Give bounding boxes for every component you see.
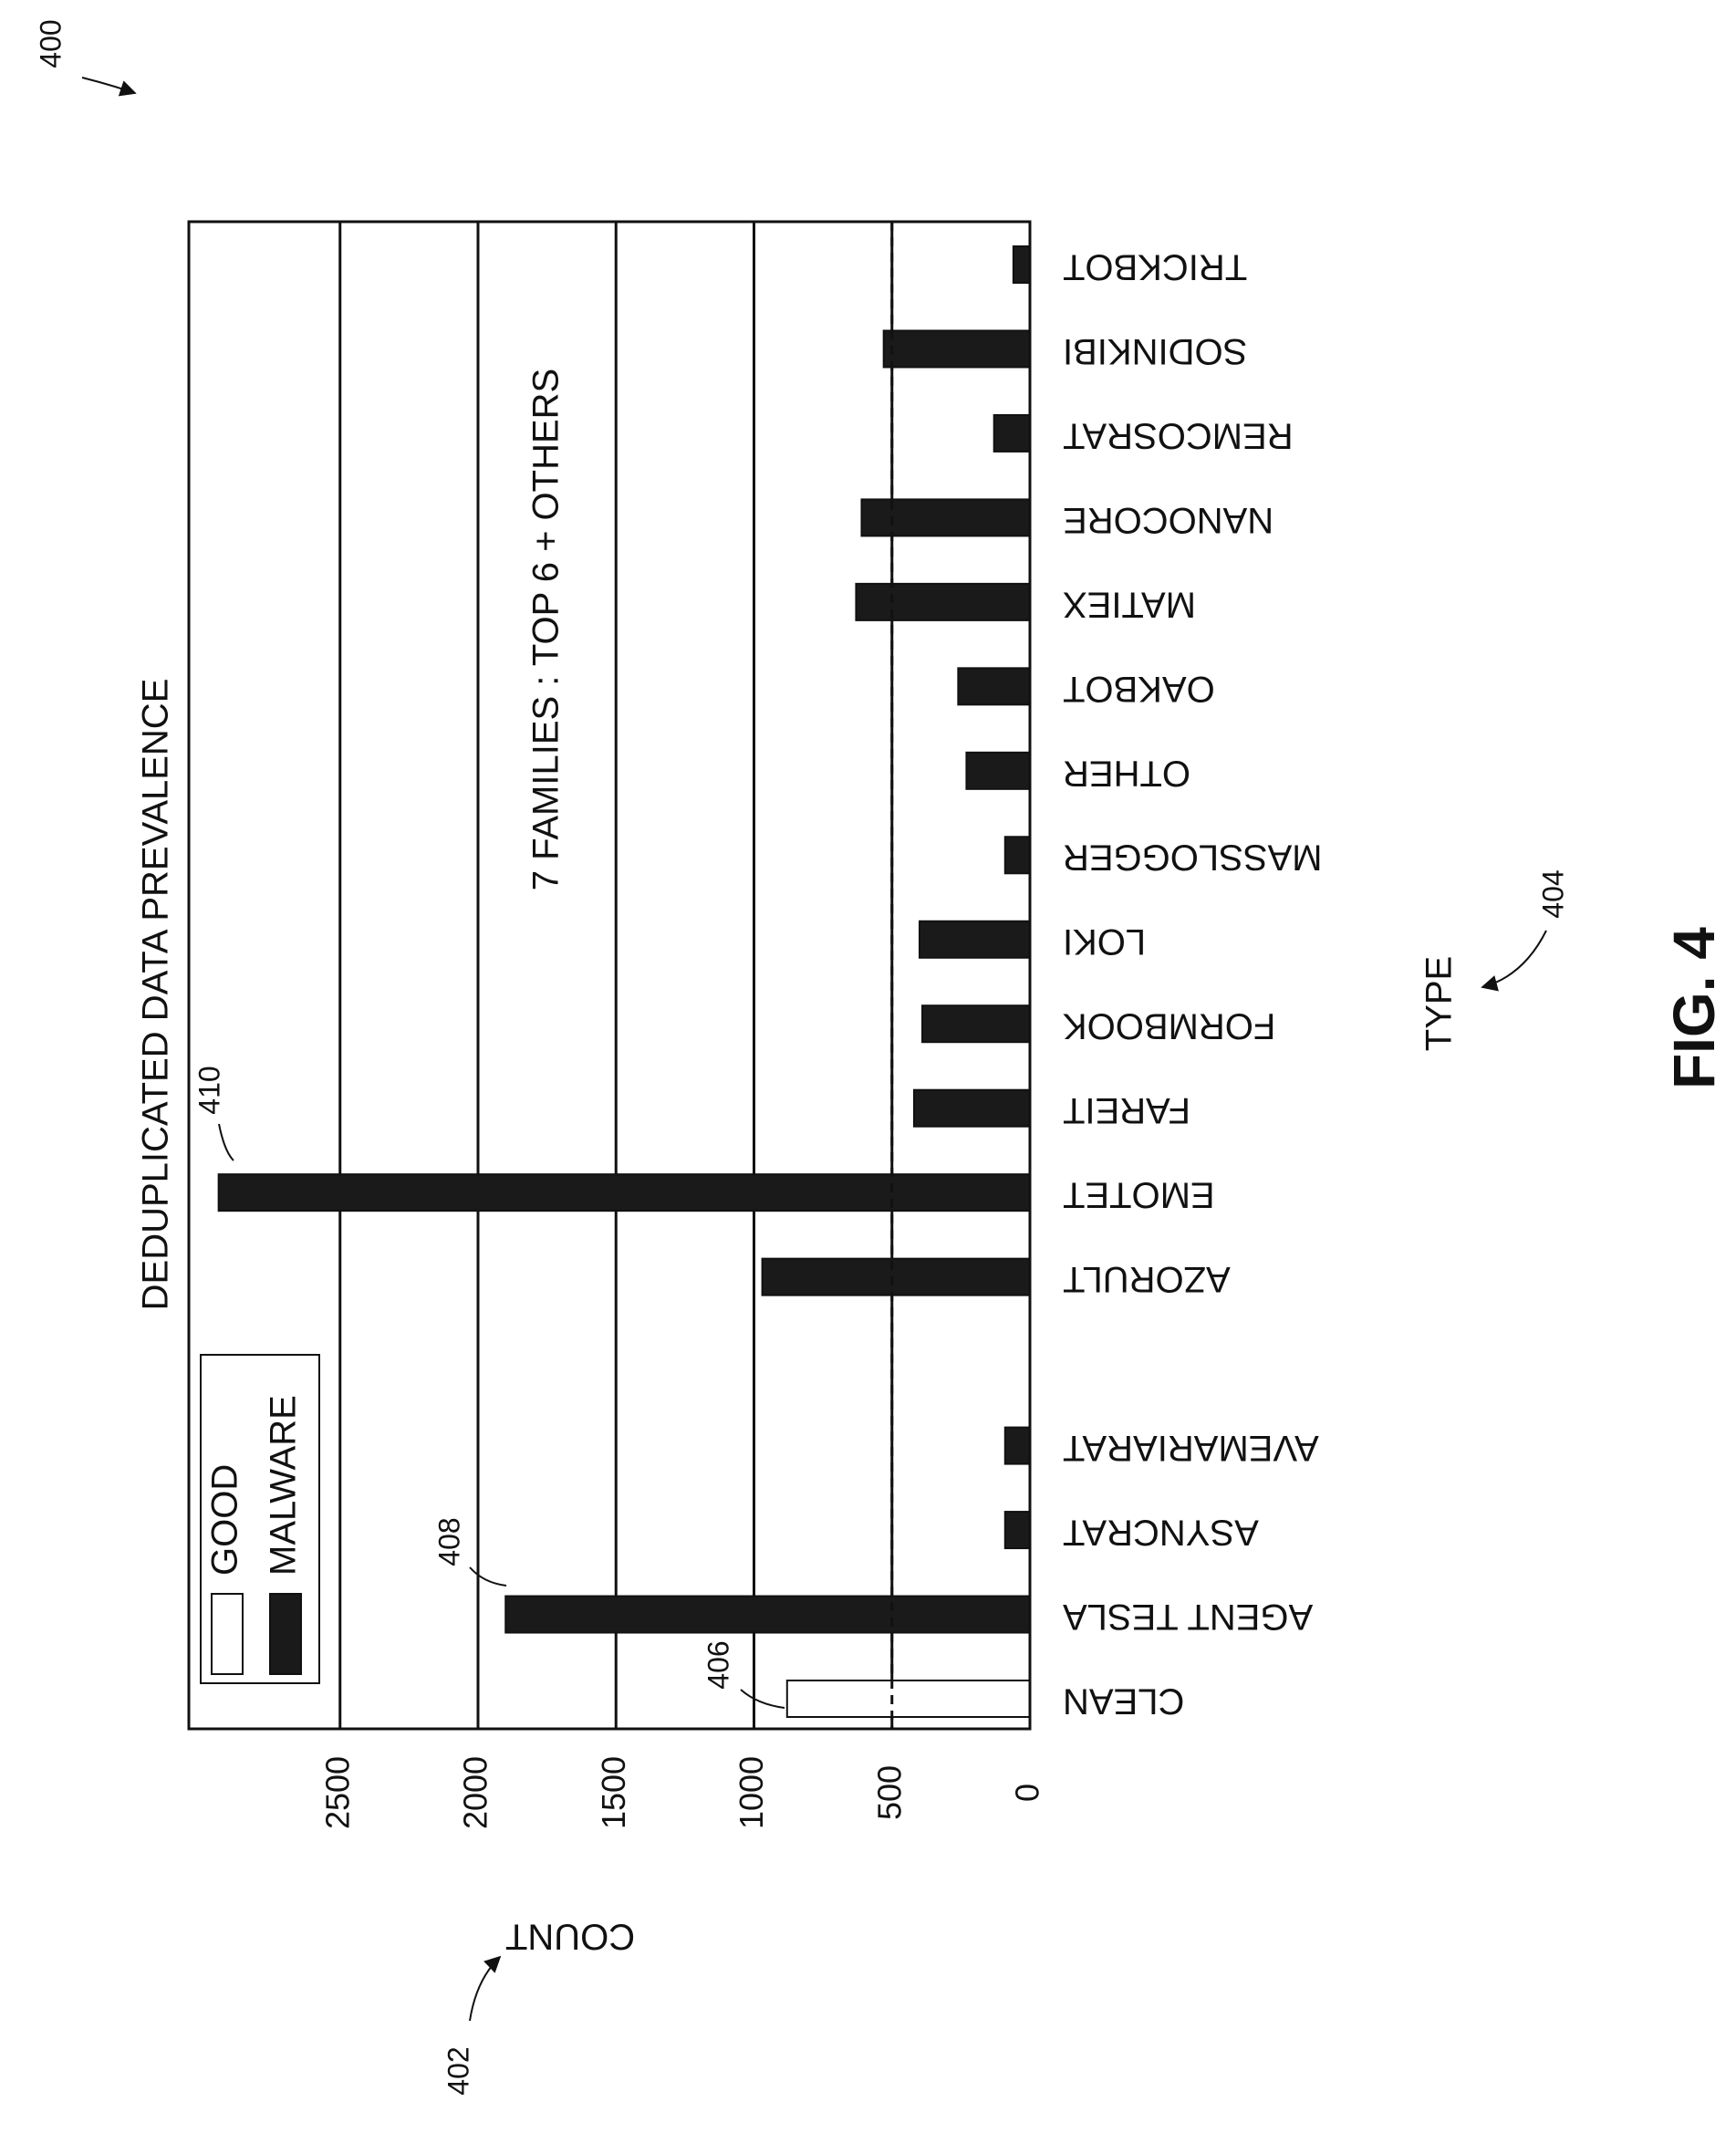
bar-asyncrat-malware [1003,1511,1032,1550]
ref-leader-emotet-bar [218,1123,234,1161]
legend-swatch-malware [269,1593,302,1675]
category-label-emotet: EMOTET [1063,1175,1215,1215]
category-label-nanocore: NANOCORE [1063,500,1273,540]
ref-number-agent-tesla-bar: 408 [432,1517,465,1566]
figure-ref-arrow [81,77,137,97]
category-label-masslogger: MASSLOGGER [1063,838,1323,878]
bar-agent-tesla-malware [504,1595,1031,1634]
y-tick-label: 2000 [457,1756,494,1829]
legend-label-good: GOOD [205,1464,245,1576]
category-label-sodinkibi: SODINKIBI [1063,331,1247,371]
category-label-loki: LOKI [1063,921,1146,962]
figure-label: FIG. 4 [1661,927,1727,1089]
bar-oakbot-malware [957,667,1031,706]
bar-emotet-malware [217,1173,1031,1212]
ref-number-clean-bar: 406 [702,1640,734,1689]
category-label-avemariarat: AVEMARIARAT [1063,1428,1319,1468]
category-label-formbook: FORMBOOK [1063,1006,1276,1046]
y-tick-label: 1000 [733,1756,770,1829]
gridlines [338,222,894,1729]
bar-sodinkibi-malware [882,329,1031,369]
bar-matiex-malware [855,582,1031,621]
ref-leader-clean-bar [740,1689,785,1709]
bar-trickbot-malware [1012,245,1031,284]
category-label-oakbot: OAKBOT [1063,669,1215,709]
category-label-fareit: FAREIT [1063,1090,1190,1130]
category-label-remcosrat: REMCOSRAT [1063,415,1294,455]
legend-label-malware: MALWARE [264,1395,304,1576]
ref-number-emotet-bar: 410 [192,1066,225,1114]
category-label-agent-tesla: AGENT TESLA [1063,1597,1314,1637]
ref-arrow-y-axis [469,1955,502,2022]
ref-leader-agent-tesla-bar [469,1566,507,1587]
bar-other-malware [965,751,1032,790]
category-label-matiex: MATIEX [1063,584,1196,624]
y-tick-label: 0 [1009,1784,1046,1802]
bar-fareit-malware [912,1088,1032,1128]
ref-number-x-axis: 404 [1536,869,1569,918]
bar-remcosrat-malware [993,413,1032,453]
category-label-azorult: AZORULT [1063,1259,1231,1299]
y-axis-label: COUNT [505,1916,635,1956]
category-labels: CLEAN AGENT TESLA ASYNCRAT AVEMARIARAT AZORU… [1063,246,1323,1721]
bar-masslogger-malware [1003,836,1032,875]
plot-frame [187,220,1032,1731]
y-tick-labels: 0 500 1000 1500 2000 2500 [318,1756,1045,1829]
bar-avemariarat-malware [1003,1426,1032,1465]
category-label-other: OTHER [1063,753,1190,793]
ref-number-y-axis: 402 [442,2046,474,2095]
chart-title: DEDUPLICATED DATA PREVALENCE [136,679,176,1311]
bar-clean-good [785,1680,1031,1718]
bar-loki-malware [919,920,1031,959]
figure-ref-number: 400 [34,19,67,68]
y-tick-label: 2500 [318,1756,356,1829]
x-axis-label: TYPE [1419,956,1460,1051]
category-label-asyncrat: ASYNCRAT [1063,1512,1259,1552]
bar-nanocore-malware [860,498,1031,537]
bars [217,245,1032,1718]
chart-annotation: 7 FAMILIES : TOP 6 + OTHERS [526,369,567,890]
bar-azorult-malware [761,1257,1031,1296]
legend: GOOD MALWARE [200,1354,320,1684]
y-tick-label: 1500 [595,1756,632,1829]
y-tick-label: 500 [870,1765,908,1820]
legend-swatch-good [211,1593,244,1675]
ref-arrow-x-axis [1481,930,1547,992]
bar-formbook-malware [921,1004,1032,1044]
category-label-clean: CLEAN [1063,1680,1184,1721]
category-label-trickbot: TRICKBOT [1063,246,1247,286]
